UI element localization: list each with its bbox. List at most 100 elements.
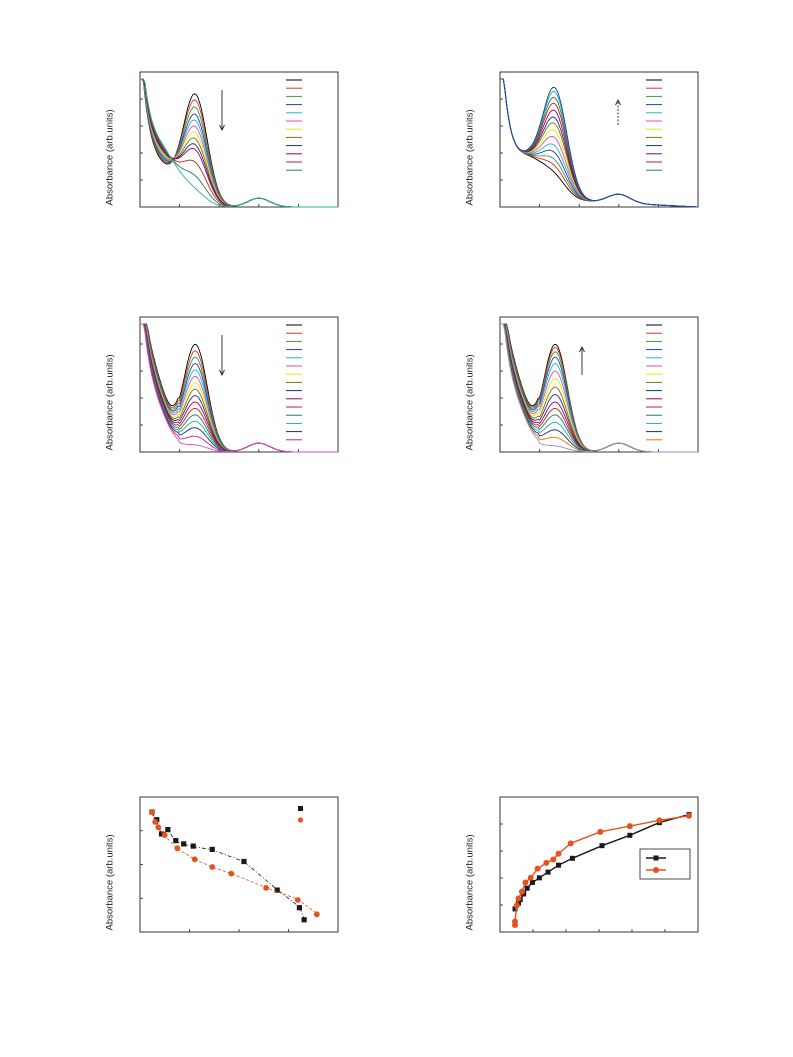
- plot-frame: [139, 796, 339, 933]
- data-point-circle: [161, 832, 168, 838]
- data-point-circle: [228, 870, 235, 877]
- spectrum-line: [500, 323, 698, 453]
- scatter-e-plot: [139, 796, 339, 933]
- spectrum-line: [500, 323, 698, 453]
- plot-frame: [139, 316, 339, 453]
- trend-arrow-head: [615, 98, 621, 106]
- spectrum-line: [500, 323, 698, 453]
- spectrum-line: [140, 78, 338, 208]
- data-point-square: [158, 831, 165, 837]
- trend-arrow-head: [219, 124, 225, 132]
- spectrum-line: [140, 78, 338, 208]
- spectrum-line: [140, 78, 338, 208]
- spectrum-line: [500, 323, 698, 453]
- data-point-circle: [152, 819, 159, 825]
- data-point-square: [599, 843, 605, 849]
- spectrum-line: [500, 323, 698, 453]
- data-point-circle: [155, 824, 162, 831]
- spectrum-line: [500, 78, 699, 208]
- line-f-plot: [499, 796, 699, 933]
- spectrum-line: [500, 323, 698, 453]
- spectrum-line: [500, 323, 698, 453]
- spectrum-line: [500, 323, 698, 453]
- data-point-square: [569, 855, 575, 861]
- spectrum-line: [500, 323, 698, 453]
- spectrum-line: [140, 323, 338, 453]
- legend-symbol-square: [653, 855, 659, 861]
- panel-line-f: Absorbance (arb.units): [460, 785, 710, 945]
- data-point-square: [545, 869, 551, 875]
- data-point-circle: [534, 865, 541, 872]
- legend-symbol-circle: [297, 817, 304, 823]
- spectrum-line: [140, 323, 338, 453]
- spectrum-line: [500, 78, 699, 208]
- data-point-circle: [550, 856, 557, 863]
- spectrum-line: [140, 78, 338, 208]
- plot-frame: [499, 71, 699, 208]
- spectrum-line: [140, 323, 338, 453]
- spectrum-line: [500, 78, 699, 208]
- spectra-a-plot: [139, 71, 339, 208]
- spectrum-line: [140, 323, 338, 453]
- spectrum-line: [140, 78, 338, 208]
- data-point-square: [627, 832, 633, 838]
- spectrum-line: [140, 78, 338, 208]
- legend-symbol-circle: [653, 867, 659, 873]
- data-point-circle: [515, 895, 522, 902]
- data-point-circle: [209, 864, 216, 870]
- spectrum-line: [500, 78, 699, 208]
- data-point-square: [524, 885, 530, 891]
- spectrum-line: [140, 323, 338, 453]
- spectrum-line: [140, 78, 338, 208]
- spectrum-line: [500, 78, 699, 208]
- spectrum-line: [140, 323, 338, 453]
- spectrum-line: [140, 323, 338, 453]
- spectrum-line: [140, 323, 338, 453]
- trend-arrow-head: [219, 369, 225, 377]
- legend-box: [639, 848, 691, 880]
- spectrum-line: [140, 78, 338, 208]
- data-point-square: [173, 838, 179, 844]
- spectrum-line: [500, 78, 699, 208]
- data-point-square: [241, 858, 247, 865]
- data-point-circle: [512, 918, 518, 925]
- spectrum-line: [500, 323, 698, 453]
- legend-symbol-square: [298, 806, 303, 811]
- data-point-circle: [567, 840, 574, 847]
- spectrum-line: [140, 78, 338, 208]
- data-point-circle: [597, 828, 604, 835]
- spectrum-line: [500, 323, 698, 453]
- spectrum-line: [500, 78, 699, 208]
- data-point-circle: [174, 845, 181, 852]
- data-point-circle: [513, 902, 520, 909]
- spectrum-line: [500, 323, 698, 453]
- panel-spectra-c: Absorbance (arb.units): [100, 305, 350, 465]
- data-point-square: [165, 827, 171, 833]
- spectrum-line: [140, 323, 338, 453]
- data-point-square: [301, 917, 307, 923]
- data-point-circle: [522, 879, 529, 886]
- spectrum-line: [500, 323, 698, 453]
- fit-line: [151, 812, 305, 919]
- plot-frame: [499, 316, 699, 453]
- data-point-circle: [543, 859, 550, 866]
- data-point-square: [512, 906, 518, 912]
- data-point-square: [296, 905, 302, 911]
- data-point-circle: [518, 888, 525, 895]
- spectrum-line: [500, 78, 699, 208]
- plot-frame: [139, 71, 339, 208]
- panel-spectra-a: Absorbance (arb.units): [100, 60, 350, 220]
- spectrum-line: [500, 323, 698, 453]
- data-point-circle: [626, 823, 633, 830]
- series-line: [514, 815, 690, 925]
- data-point-square: [556, 862, 561, 868]
- data-point-square: [190, 843, 196, 849]
- spectrum-line: [140, 323, 338, 453]
- spectrum-line: [140, 78, 338, 208]
- spectrum-line: [140, 323, 338, 453]
- panel-scatter-e: Absorbance (arb.units): [100, 785, 350, 945]
- spectrum-line: [500, 78, 699, 208]
- spectrum-line: [140, 323, 338, 453]
- spectra-d-plot: [499, 316, 699, 453]
- spectrum-line: [140, 323, 338, 453]
